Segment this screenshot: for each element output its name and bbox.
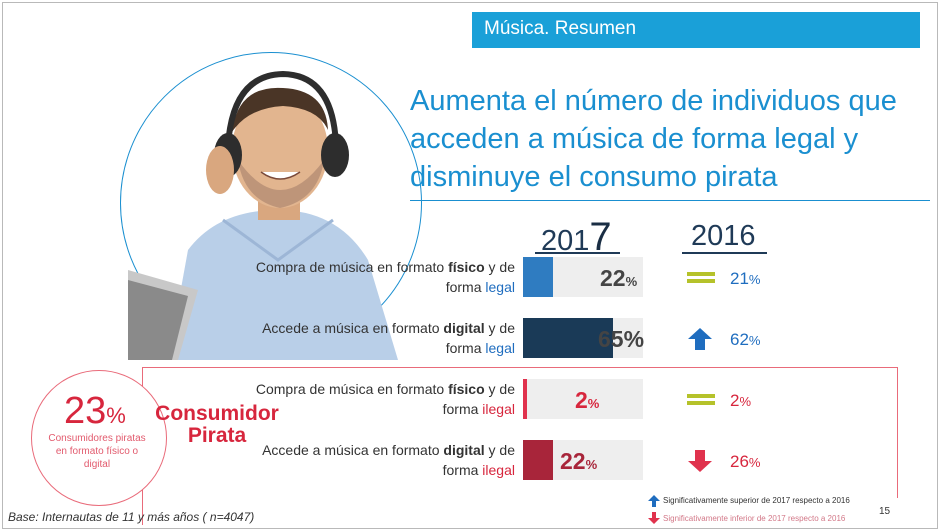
row-label: Accede a música en formato digital y de …: [262, 320, 515, 356]
headline: Aumenta el número de individuos que acce…: [410, 85, 897, 193]
pirate-title: Consumidor Pirata: [155, 402, 279, 447]
row-label: Compra de música en formato físico y de …: [255, 381, 515, 417]
pirate-circle: [31, 370, 167, 506]
row-label: Compra de música en formato físico y de …: [255, 259, 515, 295]
pirate-caption: Consumidores piratas en formato físico o…: [48, 433, 146, 470]
row-label: Accede a música en formato digital y de …: [262, 442, 515, 478]
man-with-headphones-illustration: [128, 70, 398, 360]
year-2016-header: 2016: [691, 220, 756, 252]
pirate-percent: 23%: [64, 390, 126, 432]
up-arrow-icon: [688, 328, 712, 350]
legend-inferior: Significativamente inferior de 2017 resp…: [663, 514, 846, 523]
header-underline: [472, 46, 920, 48]
section-title: Música. Resumen: [484, 18, 637, 39]
value-2016: 62%: [730, 330, 761, 349]
year-2017-underline: [535, 252, 620, 254]
bar-2017: [523, 379, 527, 419]
header-tab: [472, 12, 920, 46]
value-2017: 65%: [598, 326, 645, 352]
year-2017-header: 2017: [541, 215, 612, 259]
value-2016: 2%: [730, 391, 752, 410]
equal-icon: [687, 394, 715, 405]
year-2016-underline: [682, 252, 767, 254]
value-2016: 21%: [730, 269, 761, 288]
down-arrow-icon: [688, 450, 712, 472]
legend-superior: Significativamente superior de 2017 resp…: [663, 496, 850, 505]
equal-icon: [687, 272, 715, 283]
up-arrow-legend-icon: [648, 495, 660, 507]
down-arrow-legend-icon: [648, 512, 660, 524]
bar-2017: [523, 257, 553, 297]
page-number: 15: [879, 506, 891, 517]
value-2017: 2%: [575, 387, 600, 413]
value-2016: 26%: [730, 452, 761, 471]
bar-background: [523, 379, 643, 419]
bar-2017: [523, 318, 613, 358]
value-2017: 22%: [560, 448, 598, 474]
bar-2017: [523, 440, 553, 480]
value-2017: 22%: [600, 265, 638, 291]
headline-divider: [410, 200, 930, 201]
base-note: Base: Internautas de 11 y más años ( n=4…: [8, 510, 255, 524]
